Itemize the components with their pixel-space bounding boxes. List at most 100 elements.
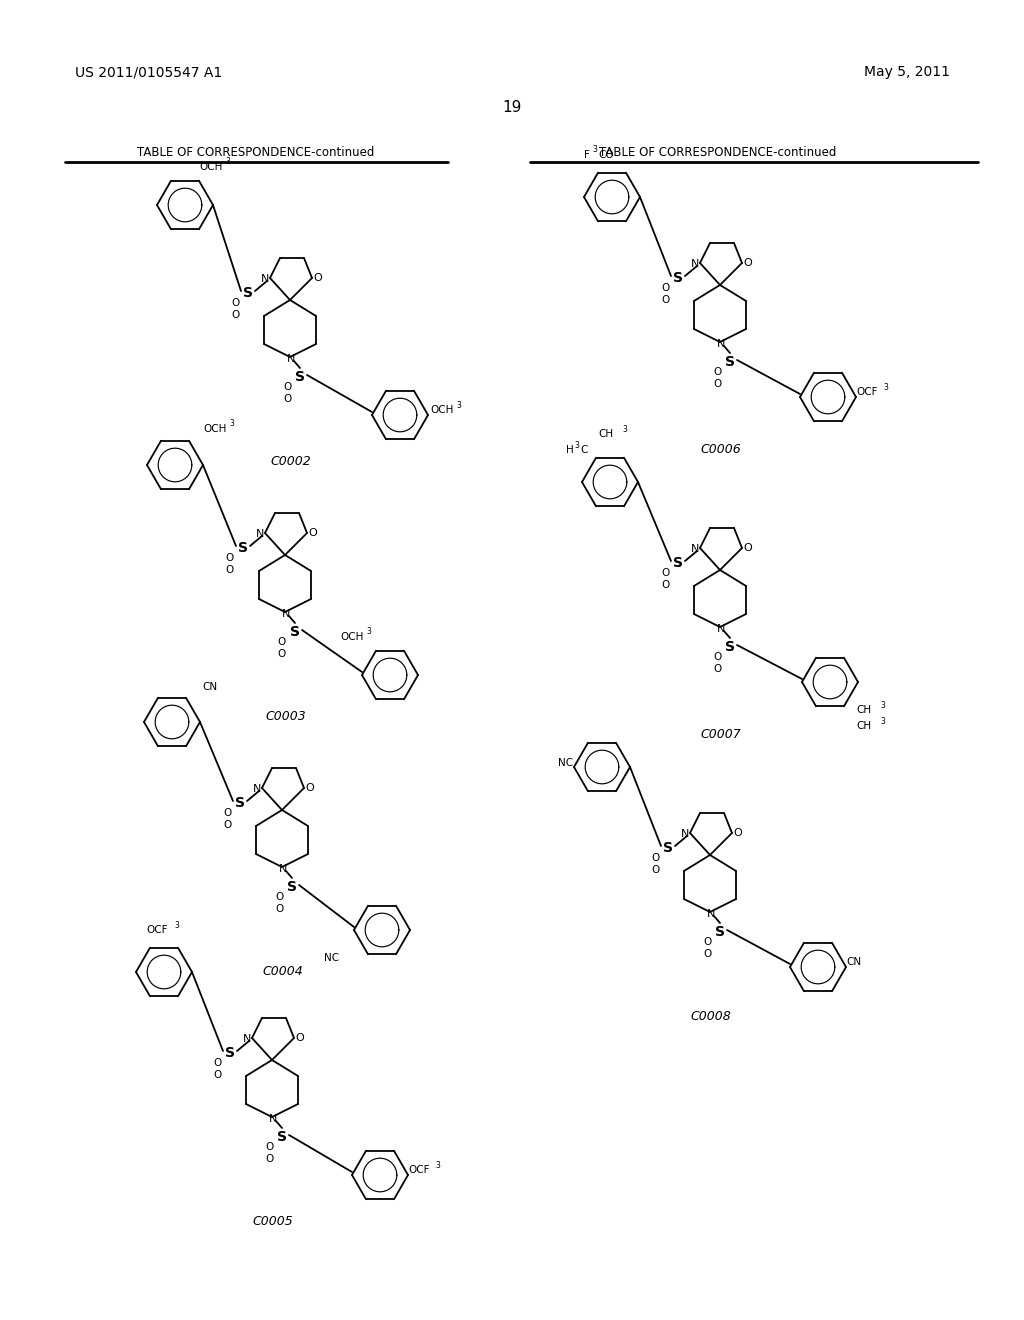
Text: O: O: [702, 949, 711, 960]
Text: S: S: [673, 556, 683, 570]
Text: CH: CH: [856, 705, 871, 715]
Text: S: S: [278, 1130, 287, 1144]
Text: OCF: OCF: [856, 387, 878, 397]
Text: O: O: [213, 1059, 221, 1068]
Text: O: O: [660, 579, 669, 590]
Text: N: N: [253, 784, 261, 795]
Text: OCH: OCH: [199, 162, 222, 172]
Text: O: O: [283, 393, 291, 404]
Text: C0002: C0002: [270, 455, 310, 469]
Text: N: N: [261, 275, 269, 284]
Text: O: O: [660, 568, 669, 578]
Text: NC: NC: [324, 953, 339, 964]
Text: O: O: [713, 652, 721, 663]
Text: OCH: OCH: [340, 632, 364, 642]
Text: O: O: [651, 865, 659, 875]
Text: O: O: [713, 379, 721, 389]
Text: US 2011/0105547 A1: US 2011/0105547 A1: [75, 65, 222, 79]
Text: O: O: [296, 1034, 304, 1043]
Text: S: S: [715, 925, 725, 939]
Text: OCH: OCH: [203, 424, 226, 434]
Text: C0004: C0004: [262, 965, 303, 978]
Text: 3: 3: [366, 627, 371, 636]
Text: N: N: [243, 1034, 251, 1044]
Text: O: O: [223, 808, 231, 818]
Text: O: O: [223, 820, 231, 830]
Text: N: N: [691, 259, 699, 269]
Text: N: N: [282, 609, 290, 619]
Text: O: O: [213, 1071, 221, 1080]
Text: S: S: [238, 541, 248, 554]
Text: O: O: [305, 783, 314, 793]
Text: S: S: [725, 640, 735, 653]
Text: O: O: [660, 294, 669, 305]
Text: S: S: [673, 271, 683, 285]
Text: CH: CH: [856, 721, 871, 731]
Text: O: O: [313, 273, 323, 282]
Text: O: O: [230, 298, 240, 308]
Text: S: S: [290, 624, 300, 639]
Text: CN: CN: [202, 682, 217, 692]
Text: CO: CO: [598, 150, 613, 160]
Text: S: S: [725, 355, 735, 370]
Text: C0008: C0008: [690, 1010, 731, 1023]
Text: N: N: [287, 354, 295, 364]
Text: 3: 3: [225, 157, 229, 166]
Text: O: O: [265, 1154, 273, 1164]
Text: O: O: [651, 853, 659, 863]
Text: O: O: [308, 528, 317, 539]
Text: NC: NC: [558, 758, 573, 768]
Text: H: H: [566, 445, 573, 455]
Text: 19: 19: [503, 100, 521, 115]
Text: 3: 3: [880, 717, 885, 726]
Text: O: O: [283, 381, 291, 392]
Text: N: N: [691, 544, 699, 554]
Text: S: S: [663, 841, 673, 855]
Text: 3: 3: [456, 400, 461, 409]
Text: C0003: C0003: [265, 710, 306, 723]
Text: O: O: [230, 310, 240, 319]
Text: 3: 3: [229, 420, 233, 429]
Text: OCF: OCF: [146, 925, 168, 935]
Text: O: O: [743, 543, 753, 553]
Text: N: N: [681, 829, 689, 840]
Text: F: F: [584, 150, 590, 160]
Text: C0007: C0007: [700, 729, 740, 741]
Text: N: N: [279, 865, 287, 874]
Text: N: N: [256, 529, 264, 539]
Text: O: O: [660, 282, 669, 293]
Text: N: N: [707, 909, 715, 919]
Text: O: O: [733, 828, 742, 838]
Text: C0006: C0006: [700, 444, 740, 455]
Text: O: O: [274, 892, 283, 902]
Text: O: O: [702, 937, 711, 946]
Text: C0005: C0005: [252, 1214, 293, 1228]
Text: O: O: [278, 638, 286, 647]
Text: N: N: [269, 1114, 278, 1125]
Text: O: O: [226, 565, 234, 576]
Text: O: O: [265, 1142, 273, 1152]
Text: 3: 3: [622, 425, 627, 433]
Text: CH: CH: [598, 429, 613, 440]
Text: May 5, 2011: May 5, 2011: [864, 65, 950, 79]
Text: O: O: [226, 553, 234, 564]
Text: TABLE OF CORRESPONDENCE-continued: TABLE OF CORRESPONDENCE-continued: [599, 145, 837, 158]
Text: N: N: [717, 624, 725, 634]
Text: S: S: [287, 880, 297, 894]
Text: O: O: [274, 904, 283, 913]
Text: S: S: [243, 286, 253, 300]
Text: 3: 3: [880, 701, 885, 710]
Text: O: O: [713, 664, 721, 675]
Text: CN: CN: [846, 957, 861, 968]
Text: 3: 3: [574, 441, 579, 450]
Text: 3: 3: [174, 920, 179, 929]
Text: S: S: [225, 1045, 234, 1060]
Text: N: N: [717, 339, 725, 348]
Text: C: C: [580, 445, 588, 455]
Text: OCH: OCH: [430, 405, 454, 414]
Text: S: S: [295, 370, 305, 384]
Text: O: O: [743, 257, 753, 268]
Text: OCF: OCF: [408, 1166, 429, 1175]
Text: S: S: [234, 796, 245, 810]
Text: O: O: [278, 649, 286, 659]
